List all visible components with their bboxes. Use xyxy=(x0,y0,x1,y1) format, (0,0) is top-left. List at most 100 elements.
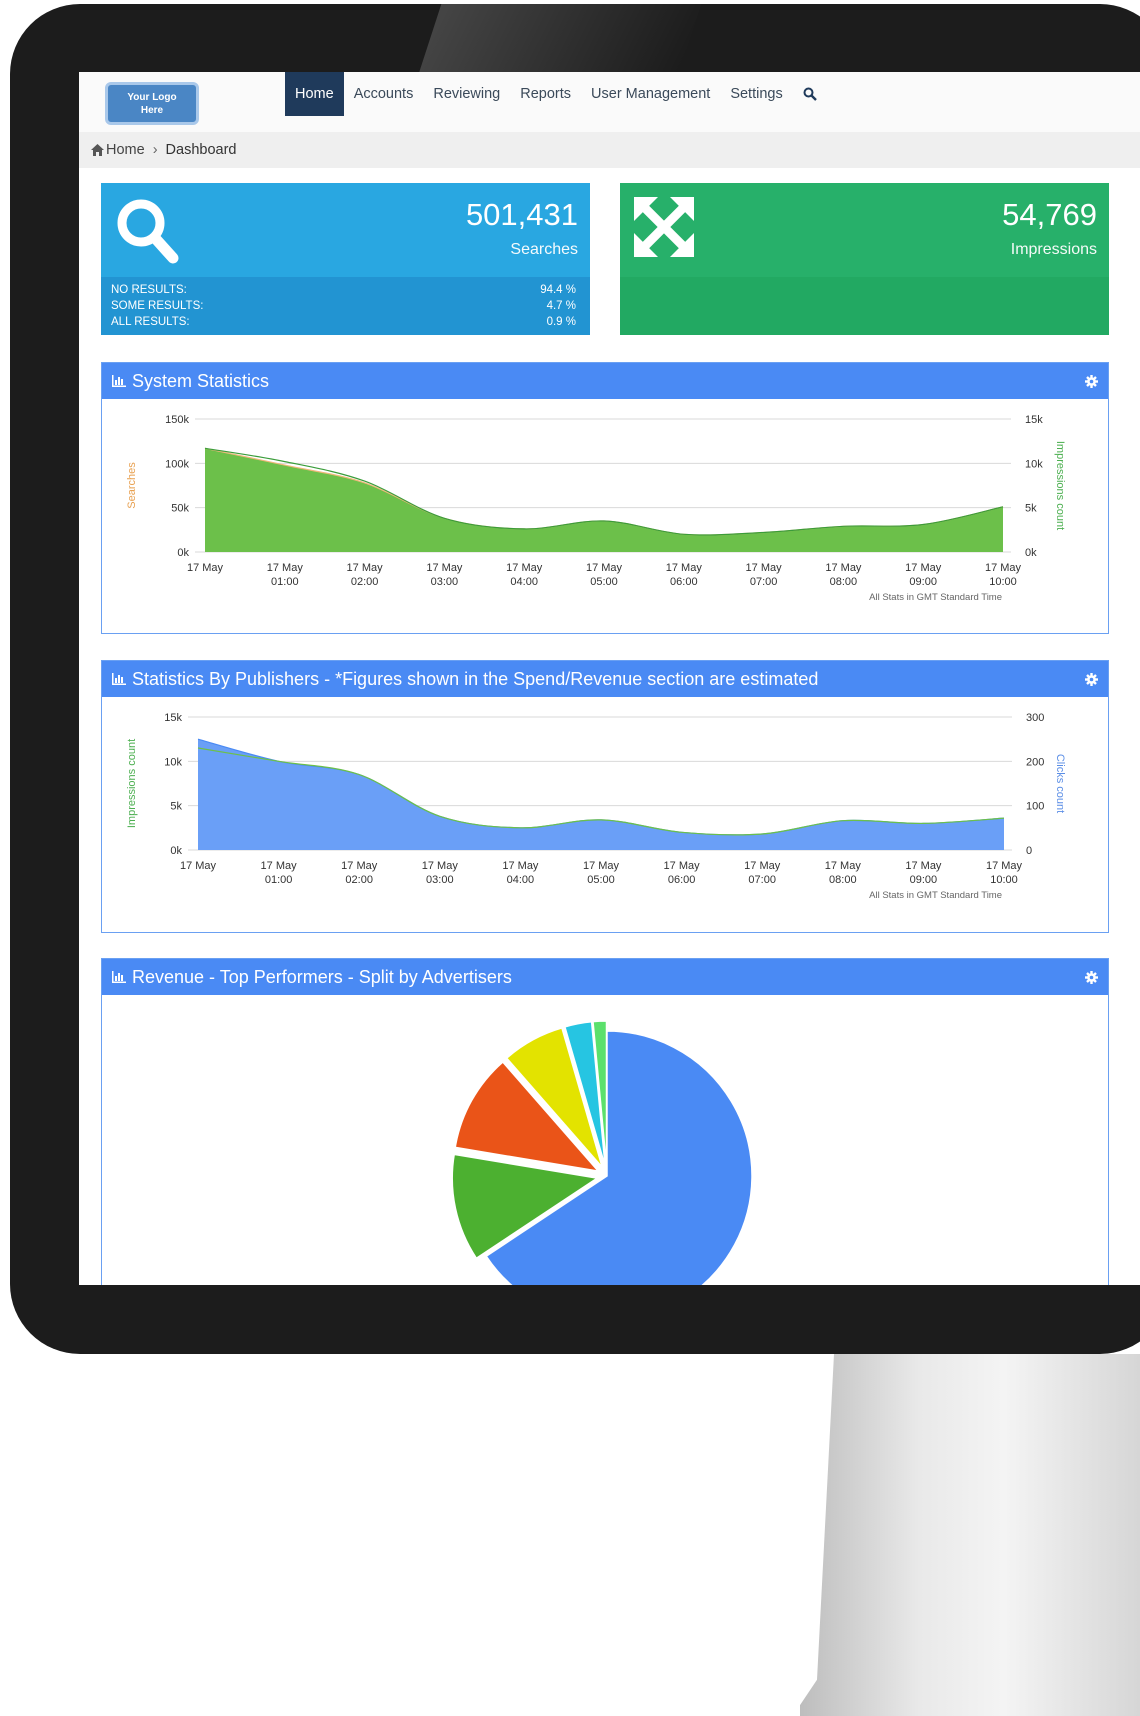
x-tick-label: 17 May 08:00 xyxy=(825,562,862,588)
x-tick-label: 17 May xyxy=(187,562,224,574)
breakdown-value: 94.4 % xyxy=(540,284,576,296)
x-tick-label: 17 May 03:00 xyxy=(422,860,459,886)
y2-tick-label: 200 xyxy=(1026,756,1044,768)
x-tick-label: 17 May 03:00 xyxy=(426,562,463,588)
logo-button[interactable]: Your Logo Here xyxy=(105,82,199,125)
searches-label: Searches xyxy=(510,241,578,258)
gear-icon[interactable] xyxy=(1085,673,1098,686)
x-tick-label: 17 May 05:00 xyxy=(583,860,620,886)
timezone-note: All Stats in GMT Standard Time xyxy=(869,890,1002,901)
breadcrumb: Home › Dashboard xyxy=(79,132,1140,168)
x-tick-label: 17 May 07:00 xyxy=(744,860,781,886)
search-icon xyxy=(803,87,817,101)
y-tick-label: 0k xyxy=(177,547,189,559)
y-tick-label: 5k xyxy=(170,801,182,813)
pie-slice xyxy=(454,1060,601,1173)
main-nav: Home Accounts Reviewing Reports User Man… xyxy=(285,72,827,116)
breakdown-label: SOME RESULTS: xyxy=(111,300,204,312)
x-tick-label: 17 May 09:00 xyxy=(905,562,942,588)
publishers-statistics-chart: 0k 5k 10k 15k 0 100 200 300 17 May 17 May 01:00 17 … xyxy=(126,712,1066,901)
pie-slice xyxy=(592,1020,608,1167)
revenue-panel: Revenue - Top Performers - Split by Adve… xyxy=(101,958,1109,1285)
magnifier-icon xyxy=(117,199,179,264)
y2-axis-title: Impressions count xyxy=(1054,441,1066,530)
breakdown-value: 4.7 % xyxy=(546,300,576,312)
x-tick-label: 17 May 05:00 xyxy=(586,562,623,588)
nav-reviewing[interactable]: Reviewing xyxy=(433,86,501,102)
home-icon xyxy=(91,144,104,156)
impressions-footer xyxy=(620,277,1109,335)
searches-stat-tile[interactable]: 501,431 Searches NO RESULTS: 94.4 % SOME … xyxy=(101,183,590,335)
nav-accounts[interactable]: Accounts xyxy=(353,86,414,102)
breakdown-label: NO RESULTS: xyxy=(111,284,187,296)
y2-tick-label: 100 xyxy=(1026,801,1044,813)
x-tick-label: 17 May 10:00 xyxy=(985,562,1022,588)
panel-header: System Statistics xyxy=(102,363,1108,399)
series-line xyxy=(197,747,1005,836)
gear-icon[interactable] xyxy=(1085,971,1098,984)
y2-tick-label: 300 xyxy=(1026,712,1044,724)
x-tick-label: 17 May 07:00 xyxy=(746,562,783,588)
bar-chart-icon xyxy=(112,375,126,387)
series-line xyxy=(204,447,1004,536)
x-tick-label: 17 May 02:00 xyxy=(341,860,378,886)
impressions-label: Impressions xyxy=(1010,241,1097,258)
panel-title: System Statistics xyxy=(132,370,270,391)
logo-text-line-2: Here xyxy=(140,104,164,116)
impressions-value: 54,769 xyxy=(1002,197,1097,232)
logo-text-line-1: Your Logo xyxy=(127,91,177,103)
breakdown-value: 0.9 % xyxy=(546,316,576,328)
y2-axis-title: Clicks count xyxy=(1054,754,1066,813)
panel-title: Statistics By Publishers - *Figures show… xyxy=(132,668,819,689)
pie-slice xyxy=(563,1020,606,1167)
revenue-pie-chart xyxy=(451,1020,753,1285)
nav-user-management[interactable]: User Management xyxy=(591,86,711,102)
y-tick-label: 50k xyxy=(171,503,189,515)
searches-value: 501,431 xyxy=(465,197,578,232)
y2-tick-label: 0k xyxy=(1025,547,1037,559)
panel-header: Statistics By Publishers - *Figures show… xyxy=(102,661,1108,697)
breakdown-row: NO RESULTS: 94.4 % xyxy=(101,282,590,298)
y-axis-title: Impressions count xyxy=(126,739,138,828)
expand-arrows-icon xyxy=(634,197,694,257)
series-area xyxy=(198,739,1004,850)
x-tick-label: 17 May 04:00 xyxy=(502,860,539,886)
top-navigation-bar: Your Logo Here Home Accounts Reviewing Re… xyxy=(79,72,1140,132)
nav-home[interactable]: Home xyxy=(285,72,344,116)
dashboard-screen: Your Logo Here Home Accounts Reviewing Re… xyxy=(79,72,1140,1285)
y-tick-label: 15k xyxy=(164,712,182,724)
breadcrumb-current: Dashboard xyxy=(165,142,237,158)
pie-slice xyxy=(485,1030,753,1285)
panel-title: Revenue - Top Performers - Split by Adve… xyxy=(132,966,512,987)
publishers-statistics-panel: Statistics By Publishers - *Figures show… xyxy=(101,660,1109,933)
impressions-stat-tile[interactable]: 54,769 Impressions xyxy=(620,183,1109,335)
breakdown-label: ALL RESULTS: xyxy=(111,316,190,328)
x-tick-label: 17 May 01:00 xyxy=(267,562,304,588)
nav-search-button[interactable] xyxy=(793,72,827,116)
y-tick-label: 150k xyxy=(165,414,189,426)
system-statistics-chart: 0k 50k 100k 150k 0k 5k 10k 15k 17 May 17 May 01:00… xyxy=(126,414,1066,603)
y2-tick-label: 0 xyxy=(1026,845,1032,857)
pie-slice xyxy=(505,1026,603,1168)
y-axis-title: Searches xyxy=(126,462,138,509)
bar-chart-icon xyxy=(112,971,126,983)
breadcrumb-home-link[interactable]: Home xyxy=(106,142,145,158)
gear-icon[interactable] xyxy=(1085,375,1098,388)
x-tick-label: 17 May 06:00 xyxy=(664,860,701,886)
monitor-stand xyxy=(800,1354,1140,1716)
breakdown-row: ALL RESULTS: 0.9 % xyxy=(101,314,590,330)
x-tick-label: 17 May 10:00 xyxy=(986,860,1023,886)
y-tick-label: 100k xyxy=(165,458,189,470)
y-tick-label: 10k xyxy=(164,756,182,768)
nav-reports[interactable]: Reports xyxy=(520,86,572,102)
nav-settings[interactable]: Settings xyxy=(730,86,783,102)
x-tick-label: 17 May 06:00 xyxy=(666,562,703,588)
x-tick-label: 17 May 04:00 xyxy=(506,562,543,588)
system-statistics-panel: System Statistics 0k 50k 100k 150k 0k 5k 10k 15… xyxy=(101,362,1109,634)
x-tick-label: 17 May 01:00 xyxy=(261,860,298,886)
breadcrumb-separator-icon: › xyxy=(152,142,158,158)
y2-tick-label: 15k xyxy=(1025,414,1043,426)
bar-chart-icon xyxy=(112,673,126,685)
timezone-note: All Stats in GMT Standard Time xyxy=(869,592,1002,603)
x-tick-label: 17 May xyxy=(180,860,217,872)
